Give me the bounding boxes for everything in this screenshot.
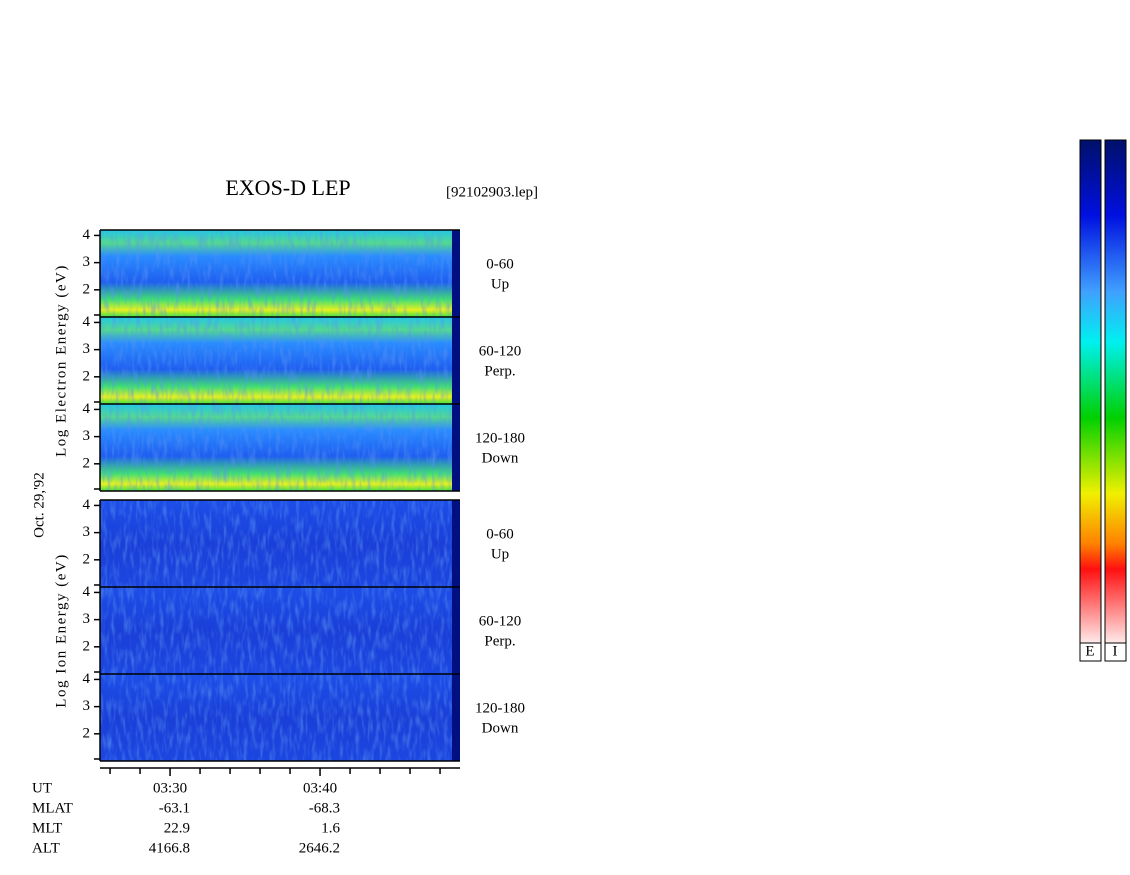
panel-range: 120-180: [475, 430, 525, 446]
colorbar-label: E: [1085, 643, 1094, 659]
spectrogram-noise: [100, 587, 452, 674]
row-value: 2646.2: [299, 840, 340, 856]
y-axis-label: Log Electron Energy (eV): [53, 264, 69, 457]
colorbar: [1104, 139, 1127, 646]
spectrogram-noise: [100, 404, 452, 491]
y-tick-label: 4: [83, 584, 91, 600]
panel-direction: Down: [482, 450, 519, 466]
y-tick-label: 2: [83, 368, 91, 384]
colorbar-label-box: [1104, 642, 1127, 662]
panel-range: 0-60: [486, 526, 514, 542]
y-tick-label: 4: [83, 227, 91, 243]
y-tick-label: 3: [83, 698, 91, 714]
panel-edge: [452, 230, 460, 317]
y-tick-label: 3: [83, 341, 91, 357]
y-tick-label: 3: [83, 428, 91, 444]
spectrogram-noise: [100, 230, 452, 317]
y-tick-label: 2: [83, 638, 91, 654]
title: EXOS-D LEP: [225, 175, 350, 200]
y-tick-label: 2: [83, 281, 91, 297]
row-value: 22.9: [164, 820, 190, 836]
y-tick-label: 3: [83, 611, 91, 627]
x-tick-label: 03:30: [153, 780, 187, 796]
date: Oct. 29,'92: [31, 472, 47, 538]
y-tick-label: 3: [83, 254, 91, 270]
y-tick-label: 4: [83, 401, 91, 417]
y-tick-label: 4: [83, 497, 91, 513]
colorbar-label: I: [1113, 643, 1118, 659]
panel-direction: Perp.: [484, 633, 515, 649]
panel-range: 60-120: [479, 613, 522, 629]
panel-range: 0-60: [486, 256, 514, 272]
file-name: [92102903.lep]: [446, 184, 538, 200]
row-value: 1.6: [321, 820, 340, 836]
spectrogram-noise: [100, 674, 452, 761]
panel-range: 120-180: [475, 700, 525, 716]
y-tick-label: 3: [83, 524, 91, 540]
panel-edge: [452, 500, 460, 587]
panel-edge: [452, 674, 460, 761]
panel-direction: Up: [491, 546, 509, 562]
y-axis-label: Log Ion Energy (eV): [53, 553, 69, 707]
row-label: MLAT: [32, 800, 73, 816]
row-value: -68.3: [309, 800, 340, 816]
y-tick-label: 4: [83, 314, 91, 330]
y-tick-label: 2: [83, 455, 91, 471]
y-tick-label: 2: [83, 551, 91, 567]
row-label: UT: [32, 780, 52, 796]
panel-direction: Perp.: [484, 363, 515, 379]
panel-range: 60-120: [479, 343, 522, 359]
row-value: 4166.8: [149, 840, 190, 856]
colorbar: [1079, 139, 1102, 646]
panel-edge: [452, 587, 460, 674]
spectrogram-noise: [100, 317, 452, 404]
row-value: -63.1: [159, 800, 190, 816]
spectrogram-noise: [100, 500, 452, 587]
y-tick-label: 2: [83, 725, 91, 741]
row-label: ALT: [32, 840, 60, 856]
colorbar-label-box: [1079, 642, 1102, 662]
y-tick-label: 4: [83, 671, 91, 687]
panel-edge: [452, 317, 460, 404]
panel-edge: [452, 404, 460, 491]
x-tick-label: 03:40: [303, 780, 337, 796]
panel-direction: Down: [482, 720, 519, 736]
panel-direction: Up: [491, 276, 509, 292]
row-label: MLT: [32, 820, 62, 836]
